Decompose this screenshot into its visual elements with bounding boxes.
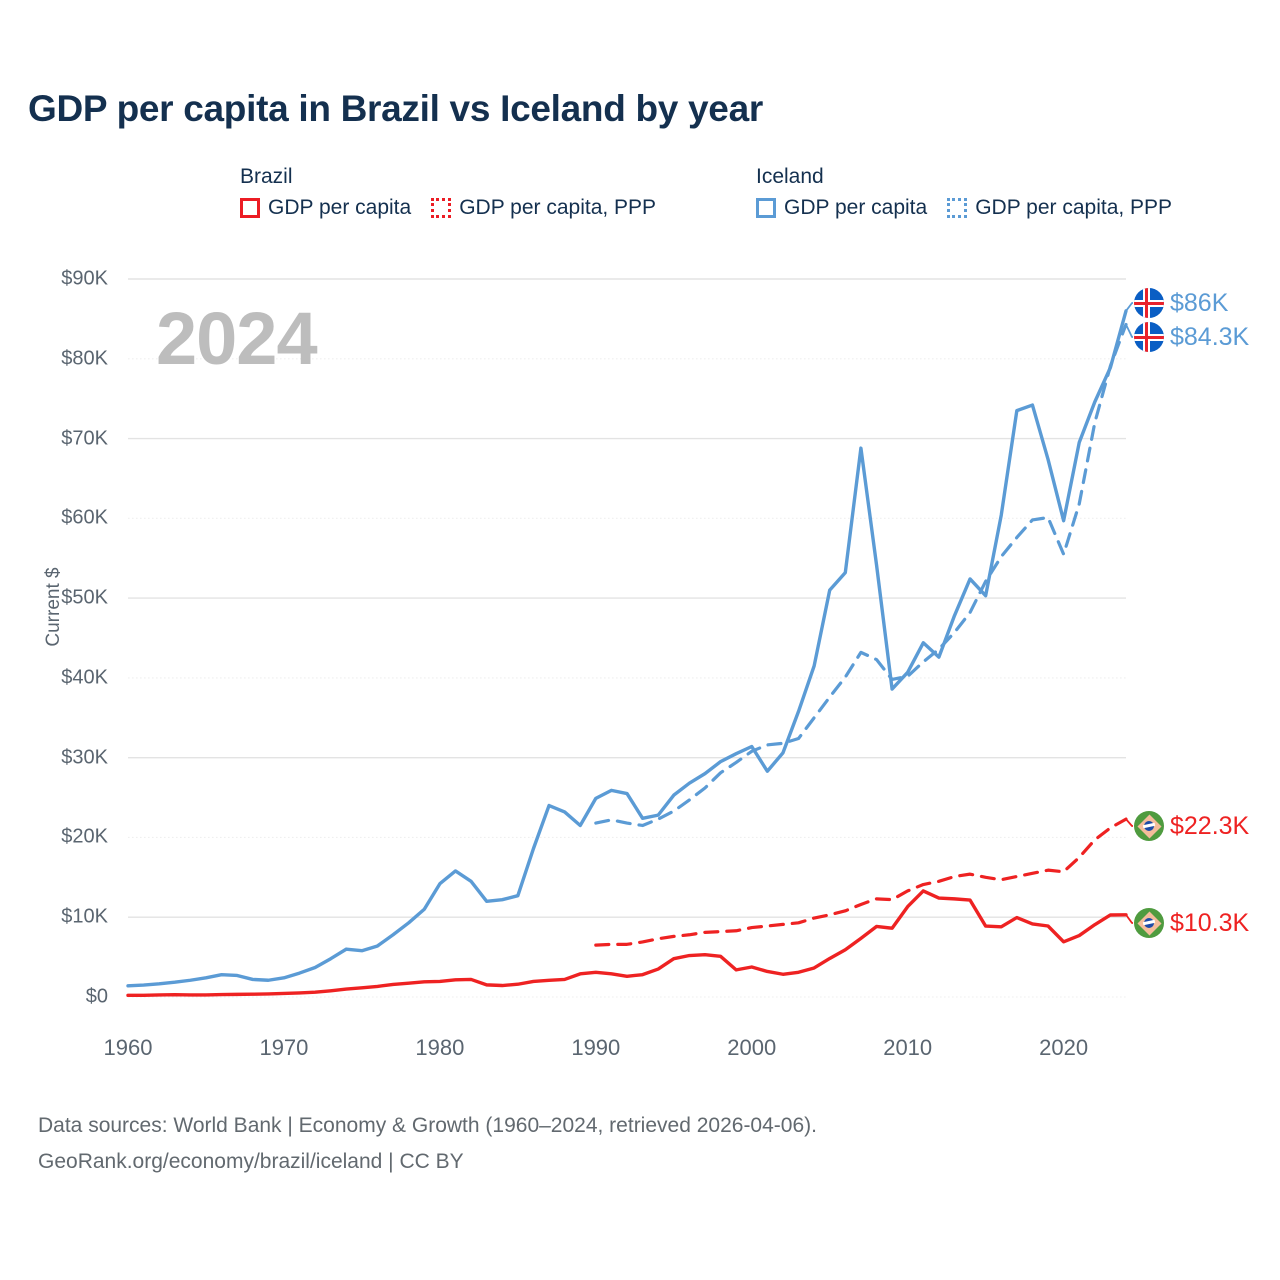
footer-attribution: GeoRank.org/economy/brazil/iceland | CC …	[38, 1150, 464, 1173]
iceland-flag-icon	[1134, 288, 1164, 318]
x-axis-tick-label: 1970	[259, 1035, 309, 1060]
end-label-leader-line	[1125, 302, 1133, 312]
y-axis-tick-label: $10K	[61, 905, 108, 928]
y-axis-tick-label: $30K	[61, 746, 108, 769]
legend-item-label: GDP per capita, PPP	[459, 196, 657, 219]
x-axis-tick-label: 2000	[727, 1035, 777, 1060]
y-axis-ticks: $90K $80K $70K $60K $50K $40K $30K $20K $10K $0	[8, 0, 108, 1280]
legend-swatch-dotted-icon	[947, 198, 968, 218]
chart-footer: Data sources: World Bank | Economy & Gro…	[38, 1108, 817, 1180]
legend-item-label: GDP per capita	[784, 196, 928, 219]
series-end-label: $22.3K	[1134, 811, 1249, 841]
series-end-value: $10.3K	[1170, 908, 1250, 937]
series-line	[126, 309, 1128, 988]
end-label-leader-line	[1125, 818, 1133, 827]
series-end-value: $22.3K	[1170, 811, 1250, 840]
legend-group-brazil: Brazil GDP per capita GDP per capita, PP…	[240, 164, 656, 219]
legend-country-label: Iceland	[756, 165, 824, 188]
legend-item-label: GDP per capita, PPP	[975, 196, 1173, 219]
y-axis-tick-label: $40K	[61, 666, 108, 689]
series-end-value: $86K	[1170, 288, 1229, 317]
y-axis-tick-label: $20K	[61, 825, 108, 848]
legend-swatch-dotted-icon	[431, 198, 452, 218]
year-watermark: 2024	[156, 297, 318, 380]
legend-group-iceland: Iceland GDP per capita GDP per capita, P…	[756, 164, 1172, 219]
x-axis-tick-label: 2010	[883, 1035, 933, 1060]
brazil-flag-icon	[1134, 811, 1164, 841]
chart-legend: Brazil GDP per capita GDP per capita, PP…	[240, 164, 1260, 236]
page-title: GDP per capita in Brazil vs Iceland by y…	[28, 88, 763, 129]
legend-item-brazil-gdp-ppp[interactable]: GDP per capita, PPP	[431, 197, 656, 219]
y-axis-tick-label: $80K	[61, 347, 108, 370]
x-axis-tick-label: 1980	[415, 1035, 465, 1060]
x-axis-tick-label: 1990	[571, 1035, 621, 1060]
legend-item-iceland-gdp-ppp[interactable]: GDP per capita, PPP	[947, 197, 1172, 219]
series-line	[594, 817, 1128, 947]
series-end-value: $84.3K	[1170, 322, 1250, 351]
x-axis-tick-label: 2020	[1039, 1035, 1089, 1060]
x-axis-tick-label: 1960	[103, 1035, 153, 1060]
legend-country-label: Brazil	[240, 165, 293, 188]
series-end-label: $10.3K	[1134, 908, 1249, 938]
brazil-flag-icon	[1134, 908, 1164, 938]
legend-item-label: GDP per capita	[268, 196, 412, 219]
footer-data-sources: Data sources: World Bank | Economy & Gro…	[38, 1114, 817, 1137]
y-axis-tick-label: $90K	[61, 267, 108, 290]
legend-item-brazil-gdp[interactable]: GDP per capita	[240, 197, 411, 219]
y-axis-tick-label: $60K	[61, 506, 108, 529]
iceland-flag-icon	[1134, 322, 1164, 352]
series-line	[594, 322, 1128, 828]
series-end-label: $86K	[1134, 288, 1228, 318]
y-axis-tick-label: $50K	[61, 586, 108, 609]
y-axis-tick-label: $70K	[61, 427, 108, 450]
end-label-leader-line	[1125, 324, 1133, 338]
end-label-leader-line	[1125, 914, 1133, 924]
legend-swatch-solid-icon	[240, 198, 260, 218]
series-line	[126, 889, 1128, 998]
y-axis-tick-label: $0	[85, 985, 108, 1008]
legend-swatch-solid-icon	[756, 198, 776, 218]
series-end-label: $84.3K	[1134, 322, 1249, 352]
legend-item-iceland-gdp[interactable]: GDP per capita	[756, 197, 927, 219]
